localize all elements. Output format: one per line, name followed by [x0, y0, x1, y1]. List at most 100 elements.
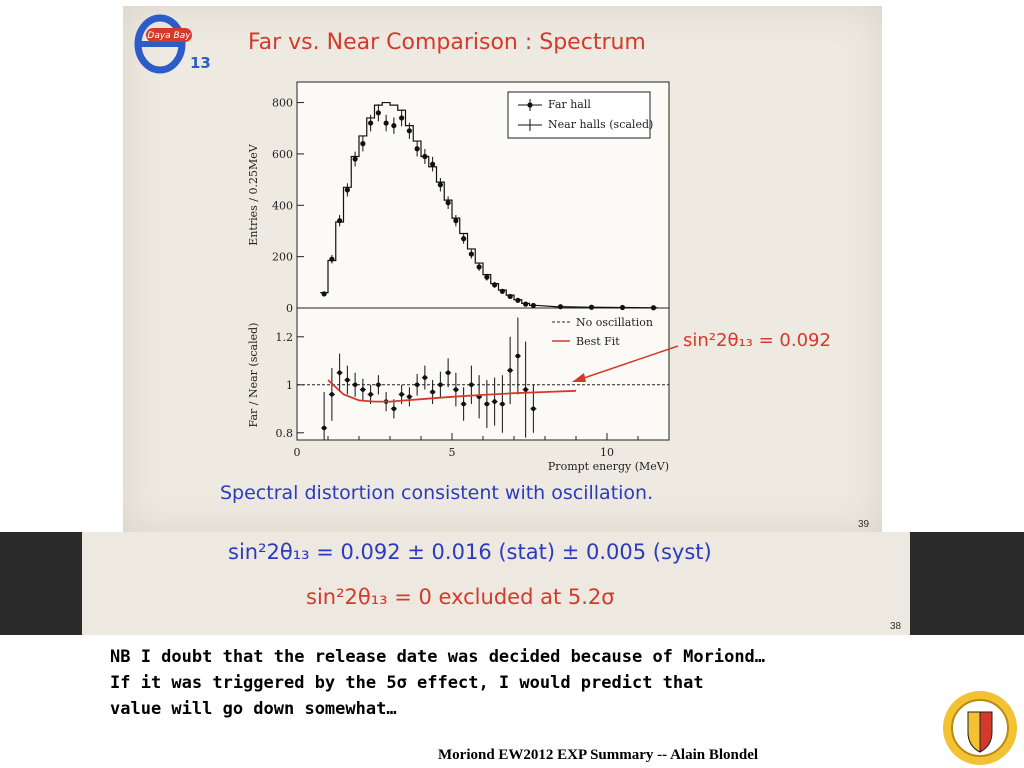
ratio-point	[445, 370, 451, 376]
speaker-note: NB I doubt that the release date was dec…	[110, 644, 765, 722]
ratio-point	[360, 387, 366, 392]
ratio-point	[531, 406, 536, 412]
best-fit-curve	[327, 379, 577, 403]
far-hall-point	[375, 110, 381, 116]
far-hall-point	[453, 218, 459, 224]
far-hall-point	[523, 301, 529, 307]
far-hall-point	[344, 187, 350, 193]
upper-plot: 0 200 400 600 800 Far hall Near halls (scaled)	[272, 91, 658, 315]
ratio-point	[515, 353, 521, 359]
best-fit-value-label: sin²2θ₁₃ = 0.092	[683, 330, 831, 351]
ratio-point	[337, 370, 342, 376]
lower-plot: 0.8 1 1.2 0 5 10 No oscillation Best Fit	[276, 316, 669, 459]
logo-text: Daya Bay	[147, 31, 191, 41]
far-hall-point	[619, 304, 626, 311]
daya-bay-logo: Daya Bay 13	[134, 14, 210, 74]
ratio-point	[438, 382, 443, 388]
ratio-point	[391, 406, 397, 412]
far-hall-point	[360, 141, 366, 147]
distortion-caption: Spectral distortion consistent with osci…	[220, 482, 654, 504]
upper-y-tick-label: 600	[272, 148, 293, 161]
legend-no-osc-label: No oscillation	[576, 316, 653, 329]
ratio-point	[430, 389, 435, 395]
logo-subscript: 13	[190, 54, 210, 72]
upper-y-tick-label: 200	[272, 251, 293, 264]
far-hall-point	[461, 236, 467, 242]
lower-y-tick-label: 1.2	[276, 331, 294, 344]
ratio-point	[461, 401, 466, 407]
far-hall-point	[530, 302, 536, 309]
legend-far-hall-label: Far hall	[548, 98, 591, 111]
ratio-point	[422, 375, 428, 380]
far-hall-point	[352, 156, 358, 162]
far-hall-point	[368, 120, 374, 126]
upper-y-tick-label: 800	[272, 97, 293, 110]
upper-y-tick-label: 0	[286, 302, 293, 315]
lower-y-axis-label: Far / Near (scaled)	[247, 323, 260, 428]
ratio-point	[407, 394, 412, 400]
bottom-slide	[82, 532, 910, 635]
far-hall-point	[414, 146, 420, 152]
far-hall-point	[515, 297, 521, 303]
spectrum-chart: 0 200 400 600 800 Far hall Near halls (scaled)…	[247, 81, 670, 473]
ratio-point	[345, 377, 350, 383]
x-tick-label: 5	[449, 446, 456, 459]
result-line-1: sin²2θ₁₃ = 0.092 ± 0.016 (stat) ± 0.005 …	[228, 540, 712, 564]
legend-near-label: Near halls (scaled)	[548, 118, 653, 131]
far-hall-point	[476, 264, 482, 270]
lower-plot-frame	[296, 307, 670, 441]
legend-far-hall-marker	[527, 102, 533, 108]
far-hall-point	[437, 182, 443, 188]
lower-y-tick-label: 0.8	[276, 427, 294, 440]
far-hall-point	[499, 288, 505, 294]
ratio-point	[399, 392, 404, 397]
far-hall-point	[422, 153, 428, 160]
ratio-point	[321, 425, 327, 431]
footer-text: Moriond EW2012 EXP Summary -- Alain Blon…	[438, 747, 759, 763]
ratio-point	[484, 401, 490, 407]
far-hall-point	[391, 123, 397, 129]
ratio-point	[329, 392, 335, 397]
far-hall-point	[484, 274, 490, 280]
top-slide-page-number: 39	[858, 519, 870, 530]
x-tick-label: 0	[294, 446, 301, 459]
ratio-point	[500, 401, 505, 407]
ratio-point	[469, 382, 474, 388]
upper-legend-box	[507, 91, 651, 139]
ratio-point	[368, 392, 373, 397]
far-hall-point	[445, 200, 451, 206]
far-hall-point	[321, 291, 327, 297]
lower-y-tick-label: 1	[286, 379, 293, 392]
far-hall-point	[337, 218, 343, 224]
ratio-point	[492, 399, 497, 404]
fit-arrow	[572, 345, 679, 382]
bottom-slide-page-number: 38	[890, 621, 902, 632]
far-hall-point	[399, 115, 405, 121]
ratio-point	[352, 382, 358, 388]
upper-y-axis-label: Entries / 0.25MeV	[247, 143, 260, 245]
note-line-3: value will go down somewhat…	[110, 699, 397, 719]
x-axis-label: Prompt energy (MeV)	[548, 460, 669, 473]
x-tick-label: 10	[600, 446, 614, 459]
ratio-point	[507, 368, 513, 373]
far-hall-point	[492, 282, 498, 288]
far-hall-point	[430, 161, 436, 167]
far-hall-point	[650, 305, 657, 311]
ratio-point	[376, 382, 381, 388]
far-hall-point	[383, 120, 389, 126]
ratio-point	[523, 387, 528, 392]
ratio-point	[414, 382, 420, 388]
ratio-point	[453, 387, 459, 392]
far-hall-point	[406, 128, 412, 134]
slide-title: Far vs. Near Comparison : Spectrum	[248, 30, 646, 55]
note-line-2: If it was triggered by the 5σ effect, I …	[110, 673, 704, 693]
geneva-university-seal	[943, 691, 1017, 765]
far-hall-point	[507, 293, 513, 300]
note-line-1: NB I doubt that the release date was dec…	[110, 647, 766, 667]
upper-y-tick-label: 400	[272, 199, 293, 212]
far-hall-point	[468, 251, 474, 257]
far-hall-point	[588, 304, 595, 310]
result-line-2: sin²2θ₁₃ = 0 excluded at 5.2σ	[306, 585, 615, 609]
far-hall-point	[329, 256, 335, 262]
far-hall-point	[557, 304, 564, 310]
